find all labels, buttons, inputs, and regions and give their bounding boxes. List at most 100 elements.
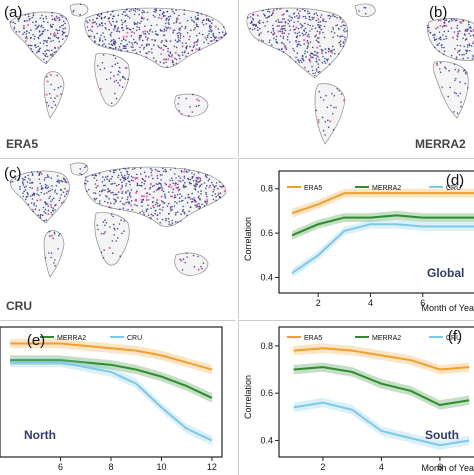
land-greenland	[70, 4, 88, 16]
station-dot	[196, 105, 198, 107]
station-dot	[135, 41, 137, 43]
station-dot	[333, 14, 335, 16]
station-dot	[297, 21, 299, 23]
station-dot	[175, 214, 177, 216]
station-dot	[143, 195, 145, 197]
station-dot	[218, 37, 220, 39]
station-dot	[457, 25, 459, 27]
station-dot	[143, 48, 145, 50]
station-dot	[199, 206, 201, 208]
station-dot	[222, 31, 224, 33]
y-axis-label: Correlation	[243, 375, 253, 419]
station-dot	[428, 30, 430, 32]
station-dot	[333, 49, 335, 51]
station-dot	[120, 179, 122, 181]
station-dot	[105, 28, 107, 30]
station-dot	[165, 220, 167, 222]
station-dot	[316, 47, 318, 49]
station-dot	[94, 36, 96, 38]
station-dot	[40, 26, 42, 28]
station-dot	[43, 211, 45, 213]
station-dot	[92, 22, 94, 24]
station-dot	[183, 184, 185, 186]
station-dot	[33, 204, 35, 206]
station-dot	[278, 21, 280, 23]
station-dot	[182, 209, 184, 211]
station-dot	[169, 184, 171, 186]
station-dot	[57, 248, 59, 250]
station-dot	[24, 179, 26, 181]
station-dot	[257, 27, 259, 29]
station-dot	[295, 61, 297, 63]
station-dot	[126, 8, 128, 10]
station-dot	[45, 55, 47, 57]
station-dot	[439, 25, 441, 27]
station-dot	[454, 48, 456, 50]
station-dot	[254, 28, 256, 30]
station-dot	[160, 53, 162, 55]
station-dot	[344, 28, 346, 30]
station-dot	[472, 43, 474, 45]
station-dot	[139, 9, 141, 11]
station-dot	[318, 22, 320, 24]
station-dot	[104, 36, 106, 38]
station-dot	[151, 48, 153, 50]
station-dot	[344, 37, 346, 39]
station-dot	[181, 195, 183, 197]
station-dot	[31, 187, 33, 189]
station-dot	[273, 9, 275, 11]
station-dot	[66, 193, 68, 195]
station-dot	[53, 101, 55, 103]
station-dot	[177, 103, 179, 105]
station-dot	[198, 177, 200, 179]
y-tick-label: 0.6	[260, 388, 273, 398]
station-dot	[99, 202, 101, 204]
station-dot	[104, 189, 106, 191]
station-dot	[465, 83, 467, 85]
station-dot	[283, 43, 285, 45]
station-dot	[139, 47, 141, 49]
station-dot	[201, 203, 203, 205]
station-dot	[47, 203, 49, 205]
station-dot	[300, 27, 302, 29]
station-dot	[14, 28, 16, 30]
station-dot	[178, 32, 180, 34]
station-dot	[316, 70, 318, 72]
station-dot	[267, 11, 269, 13]
station-dot	[443, 25, 445, 27]
station-dot	[219, 32, 221, 34]
station-dot	[191, 177, 193, 179]
station-dot	[303, 34, 305, 36]
station-dot	[110, 178, 112, 180]
station-dot	[10, 21, 12, 23]
land-africa	[95, 53, 130, 106]
station-dot	[25, 186, 27, 188]
station-dot	[162, 13, 164, 15]
station-dot	[174, 184, 176, 186]
station-dot	[455, 69, 457, 71]
station-dot	[303, 16, 305, 18]
land-africa	[433, 61, 468, 118]
station-dot	[56, 17, 58, 19]
station-dot	[180, 113, 182, 115]
station-dot	[184, 182, 186, 184]
station-dot	[163, 202, 165, 204]
station-dot	[334, 16, 336, 18]
station-dot	[121, 191, 123, 193]
station-dot	[325, 21, 327, 23]
station-dot	[80, 168, 82, 170]
station-dot	[296, 46, 298, 48]
station-dot	[131, 31, 133, 33]
station-dot	[316, 68, 318, 70]
station-dot	[148, 214, 150, 216]
station-dot	[119, 72, 121, 74]
station-dot	[187, 202, 189, 204]
legend-label-merra2: MERRA2	[372, 185, 401, 192]
station-dot	[159, 10, 161, 12]
station-dot	[460, 45, 462, 47]
station-dot	[134, 204, 136, 206]
station-dot	[288, 15, 290, 17]
station-dot	[157, 215, 159, 217]
station-dot	[33, 211, 35, 213]
station-dot	[305, 18, 307, 20]
